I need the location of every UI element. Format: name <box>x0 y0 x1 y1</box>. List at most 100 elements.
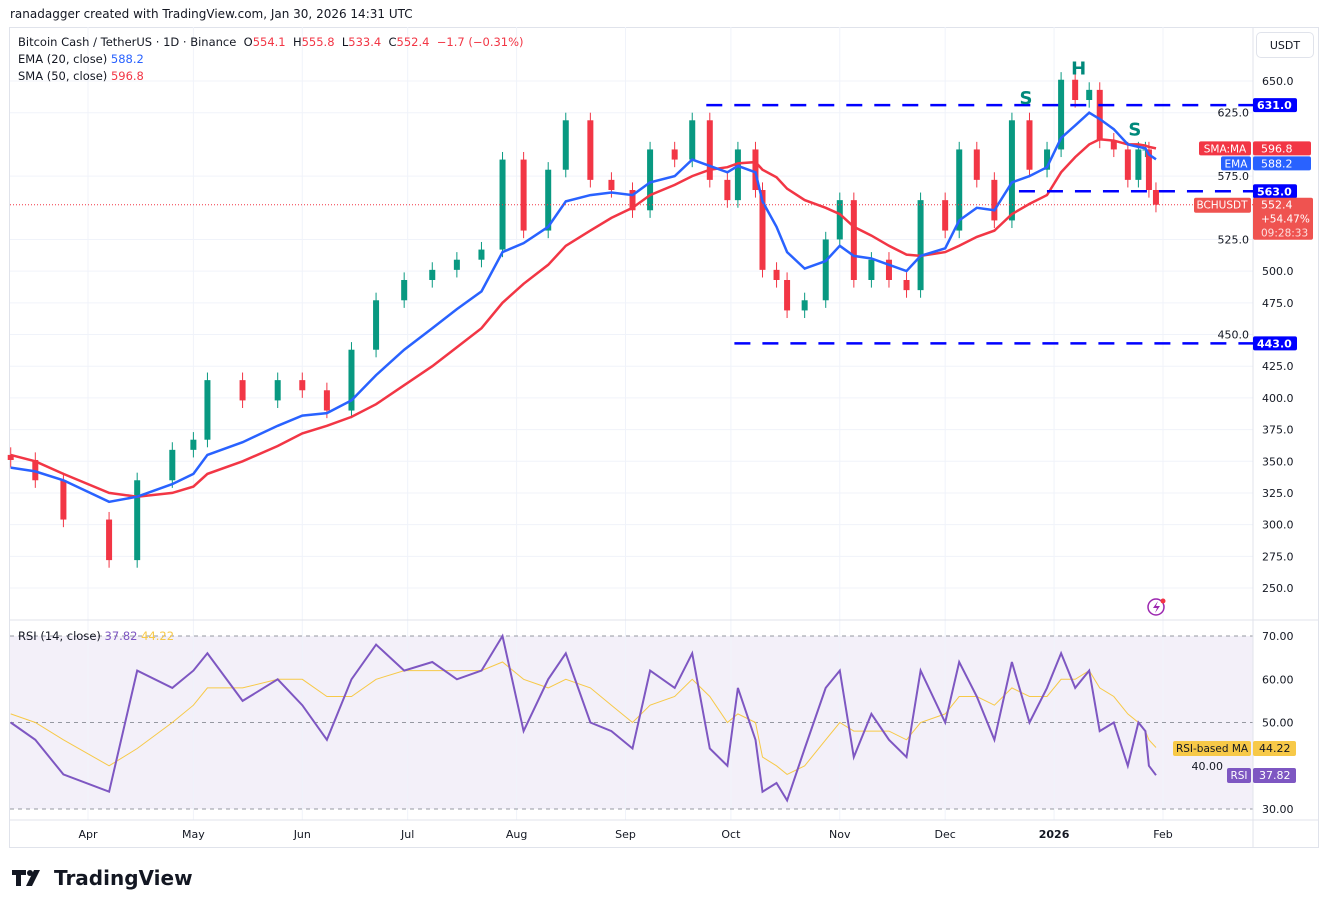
candle-body <box>868 259 875 280</box>
time-tick: Apr <box>78 828 98 841</box>
price-tick: 425.0 <box>1262 360 1294 373</box>
candle-body <box>32 459 39 481</box>
countdown: 09:28:33 <box>1261 228 1308 240</box>
price-tick: 625.0 <box>1218 107 1250 120</box>
sma-line <box>10 138 1157 498</box>
rsi-tick: 40.00 <box>1192 760 1224 773</box>
candle-body <box>991 179 998 221</box>
tradingview-logo[interactable]: TradingView <box>12 866 193 890</box>
sma-tag-text: SMA:MA <box>1204 143 1247 155</box>
ema-tag <box>1221 156 1251 171</box>
candle-body <box>689 120 696 160</box>
rsi-tag <box>1227 768 1251 783</box>
time-tick: Nov <box>829 828 851 841</box>
level-label: 443.0 <box>1257 337 1292 350</box>
candle-body <box>1096 89 1103 141</box>
candle-body <box>1110 140 1117 150</box>
candle-body <box>885 259 892 280</box>
rsi-ma-value: 44.22 <box>141 629 175 643</box>
symbol-name[interactable]: Bitcoin Cash / TetherUS · 1D · Binance <box>18 35 237 49</box>
candle-body <box>724 179 731 201</box>
time-tick: Jul <box>400 828 414 841</box>
price-tick: 250.0 <box>1262 582 1294 595</box>
time-tick: Dec <box>935 828 956 841</box>
candle-body <box>134 480 141 561</box>
candle-body <box>1058 79 1065 150</box>
candle-body <box>169 449 176 481</box>
candle-body <box>7 454 14 460</box>
symbol-legend: Bitcoin Cash / TetherUS · 1D · Binance O… <box>18 35 524 49</box>
time-tick: May <box>182 828 205 841</box>
candle-body <box>752 149 759 191</box>
candle-body <box>1152 190 1159 205</box>
candle-body <box>836 200 843 240</box>
rsi-label: RSI (14, close) <box>18 629 101 643</box>
candle-body <box>429 269 436 280</box>
low-value: 533.4 <box>348 35 382 49</box>
sma-value: 596.8 <box>1261 142 1293 155</box>
rsi-value: 37.82 <box>104 629 138 643</box>
price-tick: 325.0 <box>1262 487 1294 500</box>
ema-value: 588.2 <box>1261 157 1293 170</box>
candle-body <box>903 279 910 291</box>
candle-body <box>629 190 636 211</box>
candle-body <box>190 439 197 450</box>
currency-button[interactable]: USDT <box>1256 32 1314 58</box>
price-tick: 300.0 <box>1262 519 1294 532</box>
sma-legend[interactable]: SMA (50, close) 596.8 <box>18 69 144 83</box>
rsi-tick: 60.00 <box>1262 673 1294 686</box>
ema-tag-text: EMA <box>1225 158 1249 170</box>
candle-body <box>822 239 829 301</box>
ema-line <box>10 111 1157 504</box>
level-label: 563.0 <box>1257 185 1292 198</box>
candle-body <box>850 200 857 280</box>
lightning-bolt <box>1153 601 1160 613</box>
alert-lightning-icon[interactable] <box>1147 598 1166 616</box>
rsi-legend[interactable]: RSI (14, close) 37.82 44.22 <box>18 629 174 643</box>
change-value: −1.7 (−0.31%) <box>436 35 524 49</box>
sma-value-tag <box>1253 141 1311 156</box>
ema-legend[interactable]: EMA (20, close) 588.2 <box>18 52 144 66</box>
open-value: 554.1 <box>252 35 286 49</box>
logo-text: TradingView <box>54 866 193 890</box>
level-tag <box>1253 336 1297 351</box>
pattern-annotation: S <box>1128 120 1141 141</box>
price-tick: 500.0 <box>1262 265 1294 278</box>
high-value: 555.8 <box>301 35 335 49</box>
chart-frame <box>9 27 1319 848</box>
candle-body <box>274 380 281 401</box>
candle-body <box>1008 120 1015 221</box>
sma-tag <box>1199 141 1251 156</box>
ema-label: EMA (20, close) <box>18 52 108 66</box>
time-tick: Aug <box>506 828 527 841</box>
price-tick: 350.0 <box>1262 455 1294 468</box>
open-label: O <box>243 35 253 49</box>
candle-body <box>520 159 527 231</box>
candle-body <box>453 259 460 270</box>
candle-body <box>759 190 766 270</box>
rsi-ma-tag <box>1173 741 1251 756</box>
candle-body <box>1145 149 1152 191</box>
candle-body <box>373 300 380 350</box>
sma-value: 596.8 <box>110 69 144 83</box>
symbol-tag-text: BCHUSDT <box>1196 200 1248 212</box>
rsi-tick: 30.00 <box>1262 803 1294 816</box>
candle-body <box>784 279 791 311</box>
candle-body <box>401 279 408 301</box>
price-tick: 275.0 <box>1262 550 1294 563</box>
level-tag <box>1253 184 1297 199</box>
candle-body <box>1044 149 1051 170</box>
candle-body <box>60 480 67 520</box>
candle-body <box>647 149 654 211</box>
rsi-ma-line <box>10 661 1157 775</box>
rsi-tick: 50.00 <box>1262 717 1294 730</box>
ema-value-tag <box>1253 156 1311 171</box>
candle-body <box>734 149 741 201</box>
lightning-circle <box>1147 598 1165 616</box>
candle-body <box>1026 120 1033 170</box>
level-tag <box>1253 98 1297 113</box>
credit-text: ranadagger created with TradingView.com,… <box>10 7 413 21</box>
time-tick: Oct <box>721 828 741 841</box>
rsi-line <box>10 633 1157 803</box>
